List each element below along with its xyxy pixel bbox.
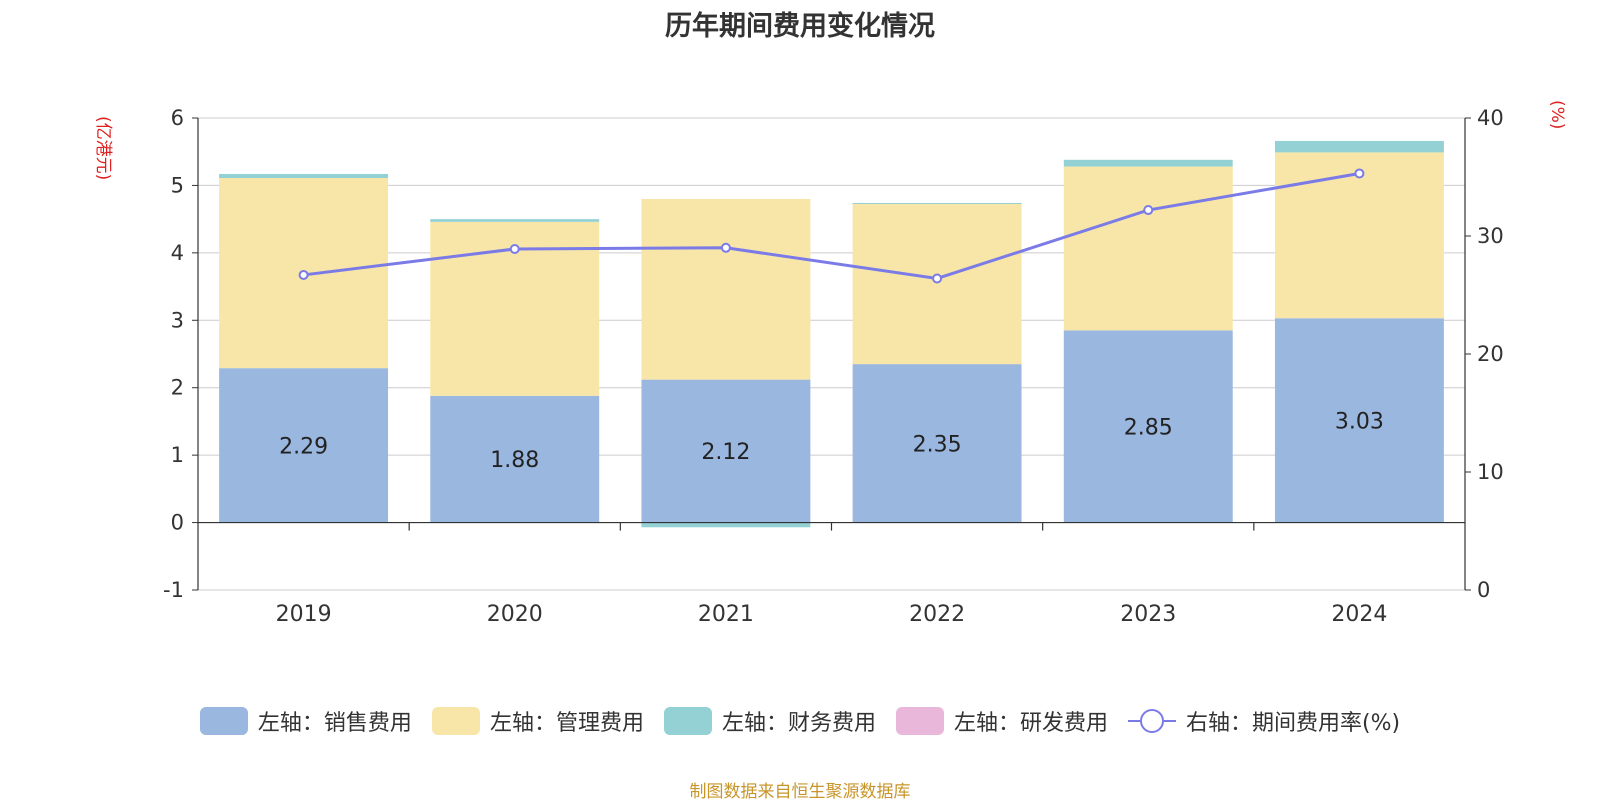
bar-admin <box>852 203 1022 365</box>
legend: 左轴：销售费用 左轴：管理费用 左轴：财务费用 左轴：研发费用 右轴：期间费用率… <box>0 705 1600 737</box>
x-tick-label: 2019 <box>276 602 332 627</box>
legend-item-sales[interactable]: 左轴：销售费用 <box>199 705 412 737</box>
bar-value-label: 2.12 <box>701 440 750 465</box>
x-tick-label: 2022 <box>909 602 965 627</box>
legend-swatch-rd <box>895 707 944 735</box>
bar-admin <box>1274 152 1444 319</box>
left-tick-label: 2 <box>171 376 184 400</box>
left-tick-label: 0 <box>171 511 184 535</box>
bar-sales <box>641 379 811 523</box>
bar-finance <box>641 522 811 528</box>
legend-item-finance[interactable]: 左轴：财务费用 <box>663 705 876 737</box>
bar-finance <box>430 219 600 222</box>
bar-value-label: 1.88 <box>490 448 539 473</box>
x-tick-label: 2023 <box>1120 602 1176 627</box>
rate-point <box>298 269 309 280</box>
bar-value-label: 2.29 <box>279 434 328 459</box>
rate-line <box>303 171 1360 281</box>
legend-label-admin: 左轴：管理费用 <box>489 711 644 736</box>
left-tick-label: 6 <box>171 106 184 130</box>
left-tick-label: 1 <box>171 443 184 467</box>
legend-swatch-rate <box>1127 709 1176 733</box>
x-tick-label: 2020 <box>487 602 543 627</box>
bar-value-label: 3.03 <box>1335 409 1384 434</box>
x-tick-label: 2024 <box>1331 602 1387 627</box>
bar-admin <box>1063 166 1233 331</box>
bar-value-label: 2.85 <box>1124 415 1173 440</box>
chart-title: 历年期间费用变化情况 <box>665 11 935 42</box>
left-tick-label: 4 <box>171 241 184 265</box>
legend-item-admin[interactable]: 左轴：管理费用 <box>431 705 644 737</box>
bar-finance <box>1274 140 1444 153</box>
right-tick-label: 40 <box>1477 106 1504 130</box>
legend-item-rate[interactable]: 右轴：期间费用率(%) <box>1127 705 1401 737</box>
legend-item-rd[interactable]: 左轴：研发费用 <box>895 705 1108 737</box>
legend-swatch-admin <box>431 707 480 735</box>
bar-sales <box>219 368 389 523</box>
legend-label-rd: 左轴：研发费用 <box>953 711 1108 736</box>
left-tick-label: -1 <box>163 578 184 602</box>
left-tick-label: 3 <box>171 308 184 332</box>
x-tick-label: 2021 <box>698 602 754 627</box>
bar-sales <box>1063 330 1233 523</box>
rate-point <box>1354 168 1365 179</box>
bar-sales <box>1274 318 1444 523</box>
legend-label-sales: 左轴：销售费用 <box>257 711 412 736</box>
rate-point <box>1143 205 1154 216</box>
chart-canvas: 6543210-14030201002.2920191.8820202.1220… <box>163 106 1504 627</box>
rate-point <box>932 273 943 284</box>
right-tick-label: 10 <box>1477 460 1504 484</box>
legend-label-rate: 右轴：期间费用率(%) <box>1185 711 1401 736</box>
right-tick-label: 20 <box>1477 342 1504 366</box>
legend-swatch-finance <box>663 707 712 735</box>
rate-point <box>720 242 731 253</box>
legend-label-finance: 左轴：财务费用 <box>721 711 876 736</box>
legend-swatch-sales <box>199 707 248 735</box>
rate-point <box>509 243 520 254</box>
bar-finance <box>219 173 389 179</box>
left-tick-label: 5 <box>171 173 184 197</box>
right-tick-label: 0 <box>1477 578 1490 602</box>
source-note: 制图数据来自恒生聚源数据库 <box>689 782 911 802</box>
bar-finance <box>852 202 1022 204</box>
bar-finance <box>1063 159 1233 167</box>
bar-value-label: 2.35 <box>913 432 962 457</box>
bar-admin <box>641 198 811 380</box>
right-tick-label: 30 <box>1477 224 1504 248</box>
bar-sales <box>852 364 1022 523</box>
bar-sales <box>430 395 600 523</box>
